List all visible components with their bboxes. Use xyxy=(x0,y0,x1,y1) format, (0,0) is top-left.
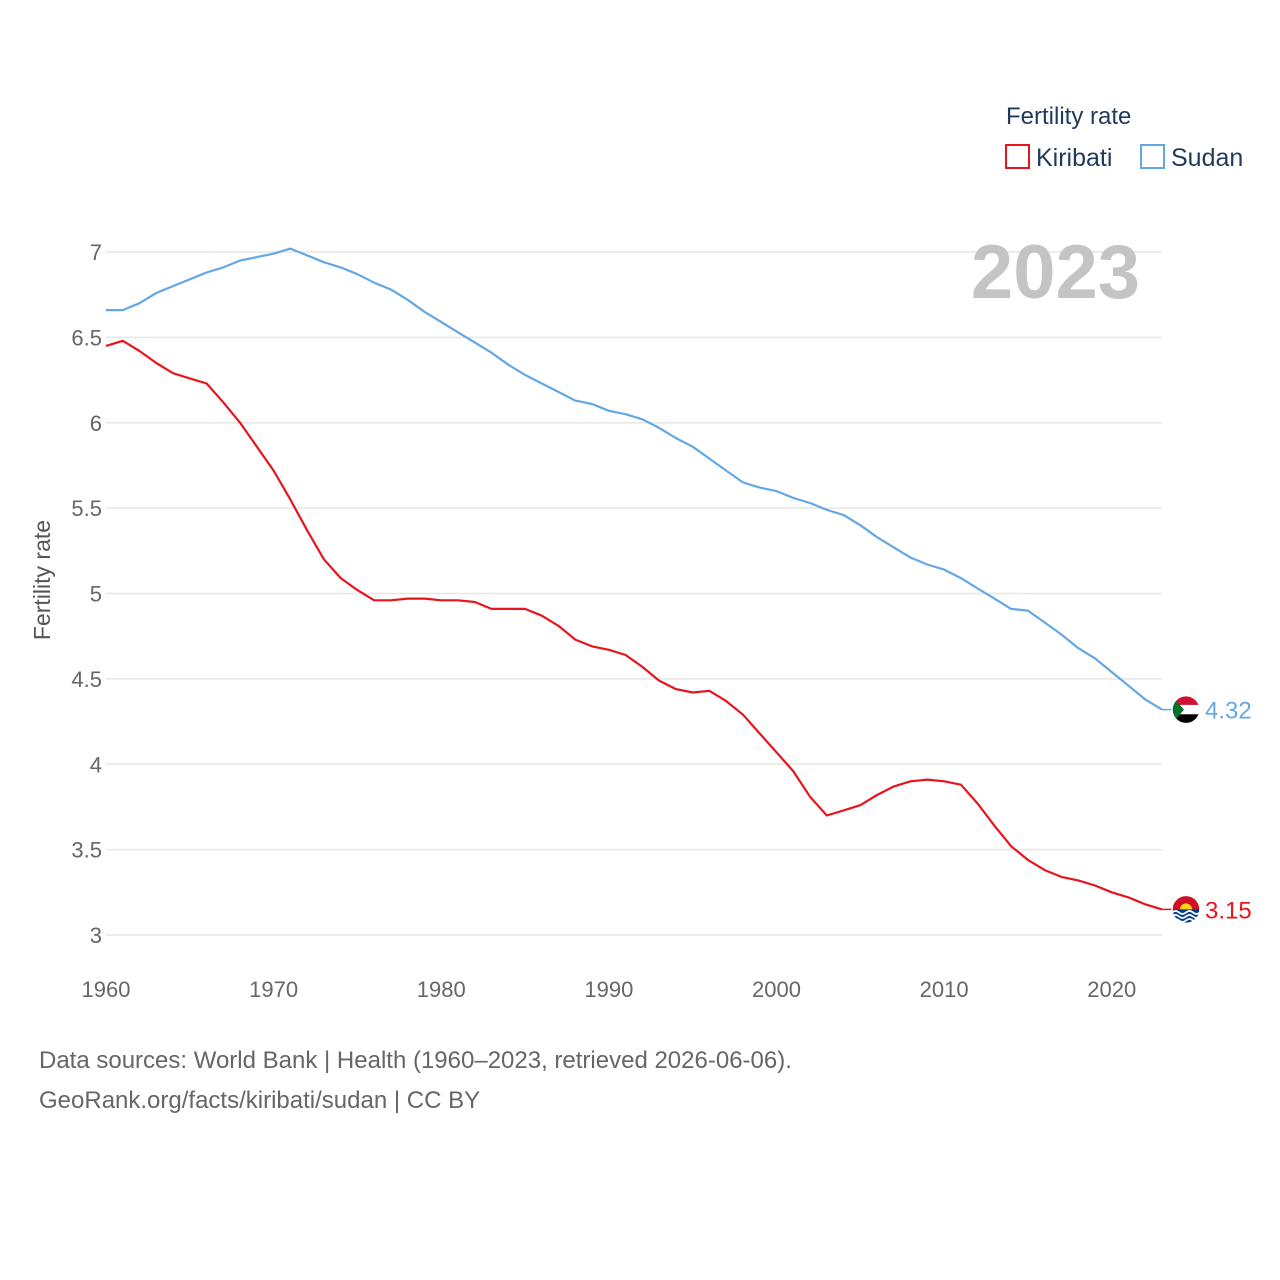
x-tick-label: 1990 xyxy=(584,977,633,1002)
y-tick-label: 6.5 xyxy=(71,325,102,350)
y-axis-ticks: 3 3.5 4 4.5 5 5.5 6 6.5 7 xyxy=(71,240,102,948)
x-tick-label: 2020 xyxy=(1087,977,1136,1002)
grid-lines xyxy=(106,251,1162,936)
current-year-label: 2023 xyxy=(971,230,1140,315)
legend-swatch-sudan xyxy=(1140,144,1165,169)
series-line-kiribati[interactable] xyxy=(105,339,1163,911)
y-tick-label: 5.5 xyxy=(71,496,102,521)
legend: Fertility rate Kiribati Sudan xyxy=(1005,103,1243,172)
y-axis-label: Fertility rate xyxy=(29,520,55,640)
fertility-rate-chart: 3 3.5 4 4.5 5 5.5 6 6.5 7 1960 1970 1980 1990 2000 20… xyxy=(29,103,1252,1002)
series-end-markers: 3.15 4.32 xyxy=(1162,694,1252,925)
end-value-kiribati: 3.15 xyxy=(1205,897,1252,924)
end-value-sudan: 4.32 xyxy=(1205,698,1252,725)
y-tick-label: 4 xyxy=(90,752,102,777)
legend-label-kiribati: Kiribati xyxy=(1036,144,1112,172)
y-tick-label: 4.5 xyxy=(71,667,102,692)
footer: Data sources: World Bank | Health (1960–… xyxy=(39,1041,792,1121)
source-link-text: GeoRank.org/facts/kiribati/sudan | CC BY xyxy=(39,1087,481,1114)
legend-item-sudan[interactable]: Sudan xyxy=(1140,144,1243,172)
legend-swatch-kiribati xyxy=(1005,144,1030,169)
sudan-flag-icon xyxy=(1171,694,1201,725)
kiribati-flag-icon xyxy=(1171,894,1201,925)
y-tick-label: 3.5 xyxy=(71,838,102,863)
legend-label-sudan: Sudan xyxy=(1171,144,1243,172)
legend-item-kiribati[interactable]: Kiribati xyxy=(1005,144,1112,172)
x-tick-label: 1960 xyxy=(82,977,131,1002)
series-lines xyxy=(105,247,1163,911)
x-tick-label: 1970 xyxy=(249,977,298,1002)
legend-title: Fertility rate xyxy=(1006,103,1131,130)
y-tick-label: 3 xyxy=(90,923,102,948)
series-line-sudan[interactable] xyxy=(106,247,1163,711)
x-axis-ticks: 1960 1970 1980 1990 2000 2010 2020 xyxy=(82,977,1137,1002)
x-tick-label: 2010 xyxy=(920,977,969,1002)
x-tick-label: 2000 xyxy=(752,977,801,1002)
data-source-text: Data sources: World Bank | Health (1960–… xyxy=(39,1047,792,1074)
y-tick-label: 7 xyxy=(90,240,102,265)
y-tick-label: 5 xyxy=(90,582,102,607)
x-tick-label: 1980 xyxy=(417,977,466,1002)
y-tick-label: 6 xyxy=(90,411,102,436)
